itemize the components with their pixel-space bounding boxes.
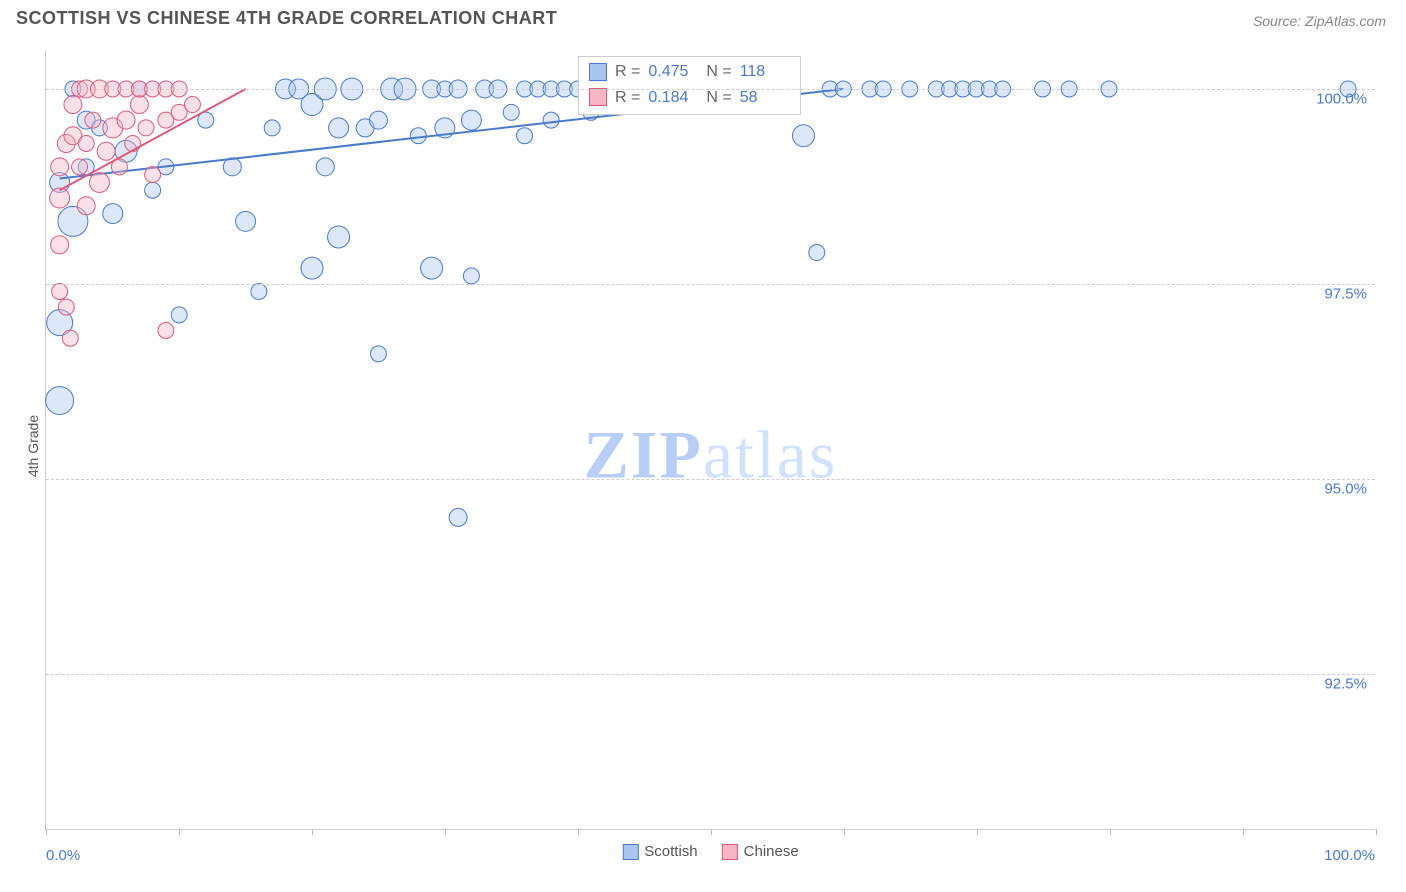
x-tick (578, 829, 579, 835)
y-axis-label: 4th Grade (25, 415, 41, 477)
gridline (46, 479, 1375, 480)
y-tick-label: 100.0% (1316, 91, 1367, 108)
x-tick (711, 829, 712, 835)
stat-r-value: 0.475 (648, 59, 698, 85)
data-point (62, 330, 78, 346)
x-tick-label: 100.0% (1324, 847, 1375, 864)
data-point (72, 159, 88, 175)
data-point (184, 97, 200, 113)
data-point (158, 322, 174, 338)
x-tick (1243, 829, 1244, 835)
data-point (503, 104, 519, 120)
data-point (85, 112, 101, 128)
data-point (64, 96, 82, 114)
data-point (792, 125, 814, 147)
stats-row: R = 0.475 N = 118 (589, 59, 790, 85)
data-point (301, 257, 323, 279)
data-point (328, 226, 350, 248)
stat-label: N = (706, 59, 731, 85)
data-point (125, 135, 141, 151)
data-point (517, 128, 533, 144)
data-point (370, 346, 386, 362)
data-point (369, 111, 387, 129)
x-tick (445, 829, 446, 835)
gridline (46, 89, 1375, 90)
x-tick (1110, 829, 1111, 835)
legend-swatch (589, 63, 607, 81)
x-tick (977, 829, 978, 835)
data-point (809, 245, 825, 261)
data-point (51, 158, 69, 176)
scatter-svg (46, 50, 1375, 829)
y-tick-label: 95.0% (1324, 481, 1367, 498)
source-label: Source: ZipAtlas.com (1253, 13, 1386, 29)
data-point (171, 307, 187, 323)
y-tick-label: 97.5% (1324, 286, 1367, 303)
stat-label: R = (615, 59, 640, 85)
data-point (97, 142, 115, 160)
data-point (50, 188, 70, 208)
bottom-legend: Scottish Chinese (622, 843, 798, 860)
x-tick (844, 829, 845, 835)
data-point (223, 158, 241, 176)
stat-n-value: 118 (740, 59, 790, 85)
x-tick (46, 829, 47, 835)
data-point (46, 387, 74, 415)
data-point (236, 211, 256, 231)
legend-item: Chinese (722, 843, 799, 860)
x-tick (179, 829, 180, 835)
data-point (78, 135, 94, 151)
correlation-stats-box: R =0.475N =118R =0.184N =58 (578, 56, 801, 115)
y-tick-label: 92.5% (1324, 676, 1367, 693)
legend-item: Scottish (622, 843, 697, 860)
legend-swatch (722, 844, 738, 860)
legend-swatch (589, 88, 607, 106)
data-point (463, 268, 479, 284)
data-point (251, 284, 267, 300)
data-point (89, 172, 109, 192)
x-tick-label: 0.0% (46, 847, 80, 864)
x-tick (312, 829, 313, 835)
data-point (461, 110, 481, 130)
data-point (410, 128, 426, 144)
gridline (46, 284, 1375, 285)
data-point (329, 118, 349, 138)
data-point (77, 197, 95, 215)
legend-label: Chinese (744, 843, 799, 860)
data-point (51, 236, 69, 254)
data-point (449, 508, 467, 526)
data-point (130, 96, 148, 114)
data-point (52, 284, 68, 300)
data-point (58, 299, 74, 315)
data-point (264, 120, 280, 136)
data-point (103, 204, 123, 224)
data-point (145, 167, 161, 183)
data-point (117, 111, 135, 129)
data-point (543, 112, 559, 128)
x-tick (1376, 829, 1377, 835)
gridline (46, 674, 1375, 675)
legend-swatch (622, 844, 638, 860)
data-point (145, 182, 161, 198)
chart-title: SCOTTISH VS CHINESE 4TH GRADE CORRELATIO… (16, 8, 557, 29)
data-point (316, 158, 334, 176)
plot-area: ZIPatlas R =0.475N =118R =0.184N =58 Sco… (45, 50, 1375, 830)
data-point (421, 257, 443, 279)
data-point (138, 120, 154, 136)
legend-label: Scottish (644, 843, 697, 860)
